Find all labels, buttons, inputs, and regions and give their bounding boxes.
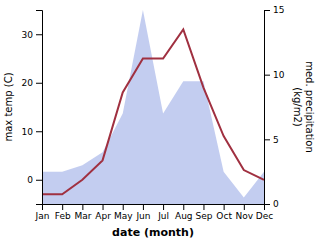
- plot: JanFebMarAprMayJunJulAugSepOctNovDec0102…: [3, 5, 315, 239]
- tick-label: May: [114, 211, 133, 221]
- tick-label: Oct: [216, 211, 232, 221]
- tick-label: Jun: [135, 211, 150, 221]
- tick: May: [114, 204, 133, 221]
- tick-mark: [264, 204, 270, 205]
- tick-label: 10: [22, 127, 34, 137]
- chart: JanFebMarAprMayJunJulAugSepOctNovDec0102…: [0, 0, 318, 242]
- tick: 30: [22, 30, 42, 40]
- tick: 0: [264, 199, 279, 209]
- tick: 10: [264, 70, 285, 80]
- tick: 10: [22, 127, 42, 137]
- tick-mark: [203, 204, 204, 210]
- tick: Oct: [216, 204, 232, 221]
- axis-line: [36, 11, 43, 205]
- tick: Jun: [135, 204, 150, 221]
- tick-label: 10: [273, 70, 285, 80]
- tick-mark: [183, 204, 184, 210]
- tick-mark: [36, 34, 42, 35]
- tick-label: 5: [273, 135, 279, 145]
- tick: Jul: [157, 204, 169, 221]
- x-axis: Jan FebMar AprMayJun Jul AugSep Oct NovDec: [35, 204, 274, 221]
- axis-line: [43, 205, 265, 211]
- tick: Mar: [74, 204, 91, 221]
- line: [42, 29, 264, 194]
- tick: 0: [27, 175, 42, 185]
- tick-label: Mar: [74, 211, 91, 221]
- marks: [42, 10, 264, 204]
- tick: 20: [22, 78, 42, 88]
- tick-mark: [36, 180, 42, 181]
- tick-mark: [62, 204, 63, 210]
- tick-mark: [224, 204, 225, 210]
- tick: 5: [264, 135, 279, 145]
- tick-mark: [36, 131, 42, 132]
- tick-label: 15: [273, 5, 284, 15]
- tick: Aug: [175, 204, 193, 221]
- tick-mark: [123, 204, 124, 210]
- tick-mark: [163, 204, 164, 210]
- y-axis-title: max temp (C): [3, 72, 14, 141]
- tick: 15: [264, 5, 284, 15]
- tick-mark: [264, 139, 270, 140]
- tick-label: Sep: [195, 211, 212, 221]
- tick-label: 0: [27, 175, 33, 185]
- tick-mark: [36, 83, 42, 84]
- tick: Jan: [35, 204, 50, 221]
- tick-label: Jul: [157, 211, 169, 221]
- tick-label: Feb: [55, 211, 71, 221]
- y2-axis: 0 5 10 15: [264, 5, 285, 209]
- tick: Feb: [55, 204, 71, 221]
- tick: Sep: [195, 204, 212, 221]
- tick-mark: [244, 204, 245, 210]
- y-axis: 0 10 20 30: [22, 11, 43, 205]
- tick-mark: [103, 204, 104, 210]
- tick-mark: [82, 204, 83, 210]
- tick-mark: [264, 75, 270, 76]
- tick: Nov: [236, 204, 254, 221]
- area: [42, 10, 264, 204]
- tick: Apr: [95, 204, 111, 221]
- tick-label: 0: [273, 199, 279, 209]
- tick-mark: [143, 204, 144, 210]
- tick-label: Aug: [175, 211, 193, 221]
- tick-label: Dec: [256, 211, 273, 221]
- axis-line: [265, 11, 271, 205]
- tick-label: Nov: [236, 211, 254, 221]
- tick-label: Jan: [35, 211, 50, 221]
- y2-axis-title: med. precipitation(kg/m2): [292, 61, 316, 153]
- x-axis-title: date (month): [112, 226, 194, 239]
- tick-mark: [264, 10, 270, 11]
- tick-label: 30: [22, 30, 34, 40]
- tick-label: Apr: [95, 211, 111, 221]
- tick-label: 20: [22, 78, 34, 88]
- tick: Dec: [256, 204, 273, 221]
